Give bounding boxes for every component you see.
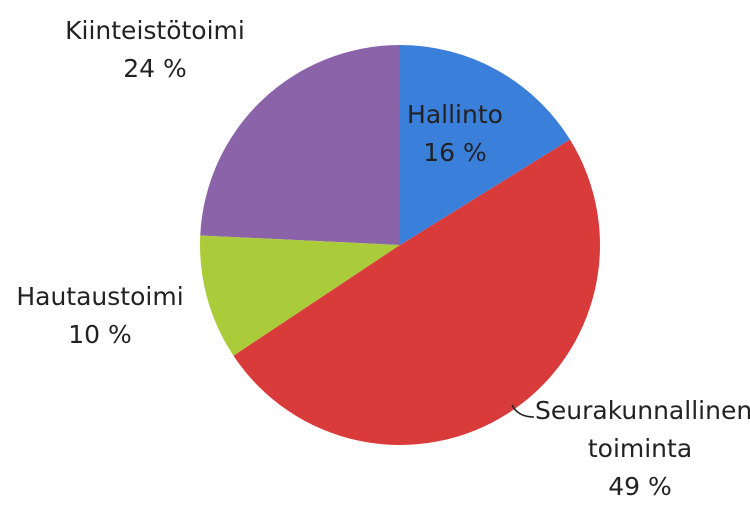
chart (200, 45, 600, 445)
category-name: Kiinteistötoimi (65, 16, 245, 45)
value-label: 49 % (608, 472, 672, 501)
slice-label: Hautaustoimi 10 % (0, 278, 200, 354)
category-name: Seurakunnallinen toiminta (535, 396, 750, 463)
value-label: 10 % (68, 320, 132, 349)
value-label: 24 % (123, 54, 187, 83)
slice-label: Kiinteistötoimi 24 % (40, 12, 270, 88)
slice-label: Seurakunnallinen toiminta 49 % (535, 392, 750, 506)
value-label: 16 % (423, 138, 487, 167)
pie-slice (400, 45, 570, 245)
category-name: Hautaustoimi (16, 282, 184, 311)
pie-slice (200, 235, 400, 356)
pie-slice (233, 139, 600, 445)
page: {"chart_data": {"type": "pie", "categori… (0, 12, 750, 501)
leader-line (511, 404, 535, 418)
pie-slice (200, 45, 400, 245)
slice-label: Hallinto 16 % (375, 96, 535, 172)
category-name: Hallinto (407, 100, 503, 129)
